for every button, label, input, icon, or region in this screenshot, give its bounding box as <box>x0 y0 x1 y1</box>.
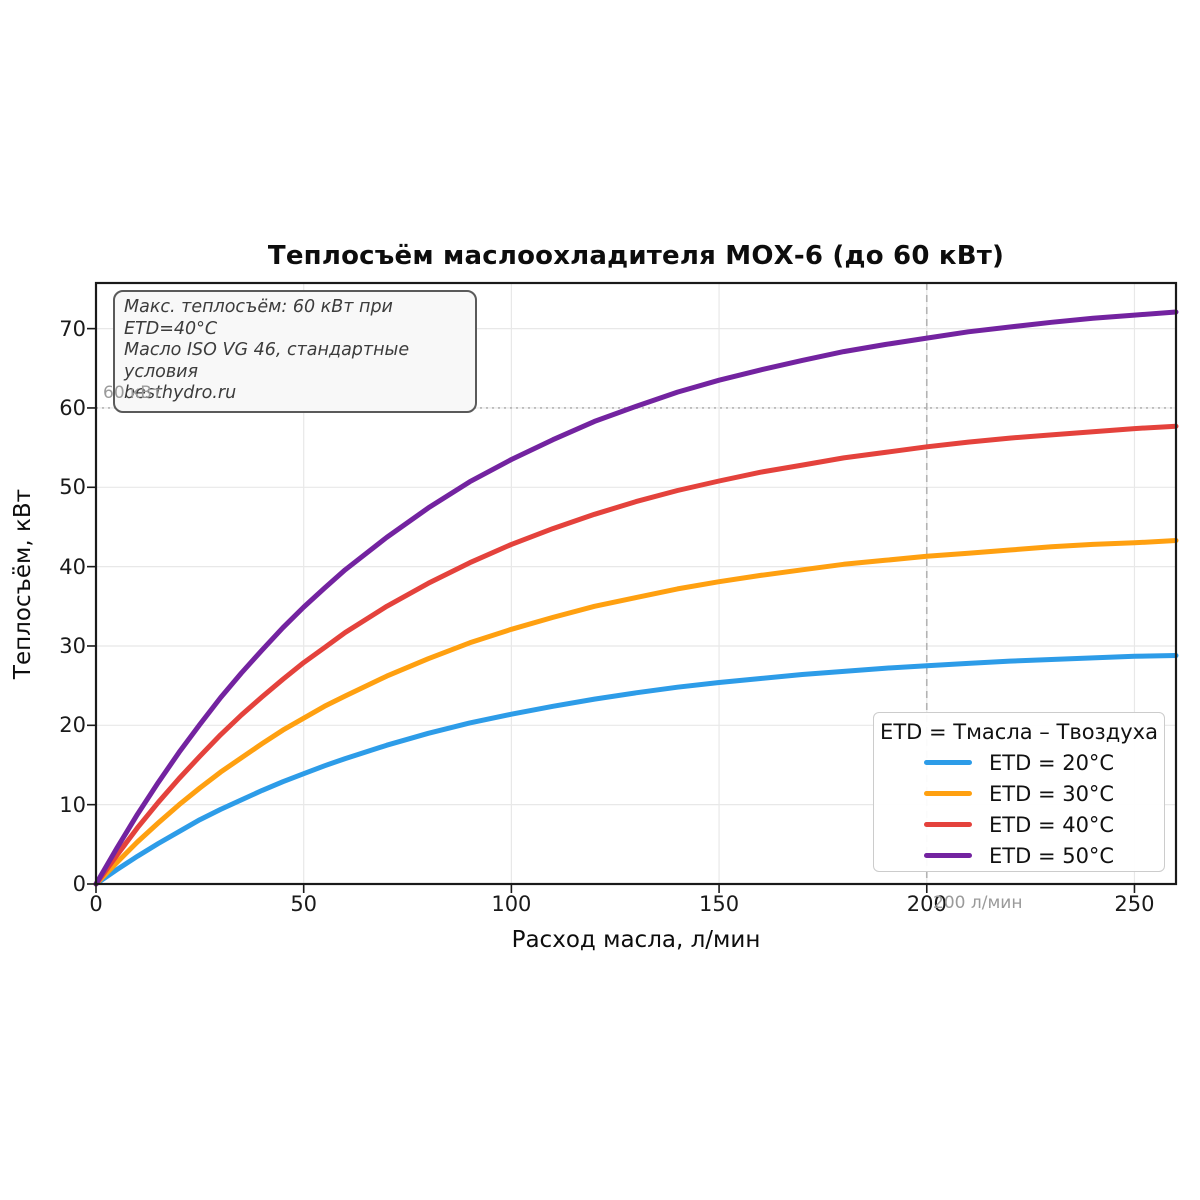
plot-border <box>94 281 1178 886</box>
legend-rows: ETD = 20°C ETD = 30°C ETD = 40°C ETD = 50°C <box>874 747 1164 871</box>
series-curve-30 <box>93 538 1179 887</box>
reference-label-200lmin: 200 л/мин <box>933 893 1023 913</box>
legend-item-label: ETD = 50°C <box>989 843 1115 868</box>
y-tick-label: 50 <box>59 475 86 500</box>
y-tick-label: 40 <box>59 554 86 579</box>
annotation-note-box: Макс. теплосъём: 60 кВт при ETD=40°C Мас… <box>113 290 477 413</box>
series-curve-20 <box>93 653 1179 887</box>
legend-item-label: ETD = 20°C <box>989 750 1115 775</box>
legend: ETD = Тмасла – Твоздуха ETD = 20°C ETD = … <box>873 712 1165 872</box>
x-tick-label: 50 <box>290 892 318 916</box>
reference-label-60kw: 60 кВт <box>103 383 162 403</box>
legend-item: ETD = 20°C <box>874 747 1164 778</box>
x-tick-label: 200 <box>906 892 947 916</box>
legend-item: ETD = 40°C <box>874 809 1164 840</box>
y-axis-label: Теплосъём, кВт <box>10 488 36 680</box>
y-tick-label: 20 <box>59 713 86 738</box>
x-tick-label: 250 <box>1114 892 1155 916</box>
note-line-oil-spec: Масло ISO VG 46, стандартные условия <box>124 340 410 382</box>
note-line-max-heat: Макс. теплосъём: 60 кВт при ETD=40°C <box>124 297 393 339</box>
x-tick-label: 100 <box>491 892 532 916</box>
series-curve-50 <box>93 309 1179 887</box>
chart-title: Теплосъём маслоохладителя МОХ-6 (до 60 к… <box>267 241 1005 271</box>
y-tick-label: 0 <box>72 872 86 896</box>
legend-swatch-line-icon <box>924 760 972 765</box>
x-axis-label: Расход масла, л/мин <box>511 927 761 953</box>
y-tick-label: 70 <box>59 316 86 341</box>
x-tick-label: 150 <box>699 892 740 916</box>
legend-title: ETD = Тмасла – Твоздуха <box>880 720 1158 744</box>
legend-swatch-line-icon <box>924 853 972 858</box>
x-tick-label: 0 <box>89 892 103 916</box>
legend-item-label: ETD = 30°C <box>989 781 1115 806</box>
y-tick-label: 10 <box>59 792 86 817</box>
y-tick-label: 60 <box>59 395 86 420</box>
legend-item: ETD = 50°C <box>874 840 1164 871</box>
note-line-website: besthydro.ru <box>124 383 237 403</box>
legend-item: ETD = 30°C <box>874 778 1164 809</box>
series-curve-40 <box>93 423 1179 887</box>
legend-swatch-line-icon <box>924 822 972 827</box>
y-tick-label: 30 <box>59 633 86 658</box>
legend-item-label: ETD = 40°C <box>989 812 1115 837</box>
legend-swatch-line-icon <box>924 791 972 796</box>
